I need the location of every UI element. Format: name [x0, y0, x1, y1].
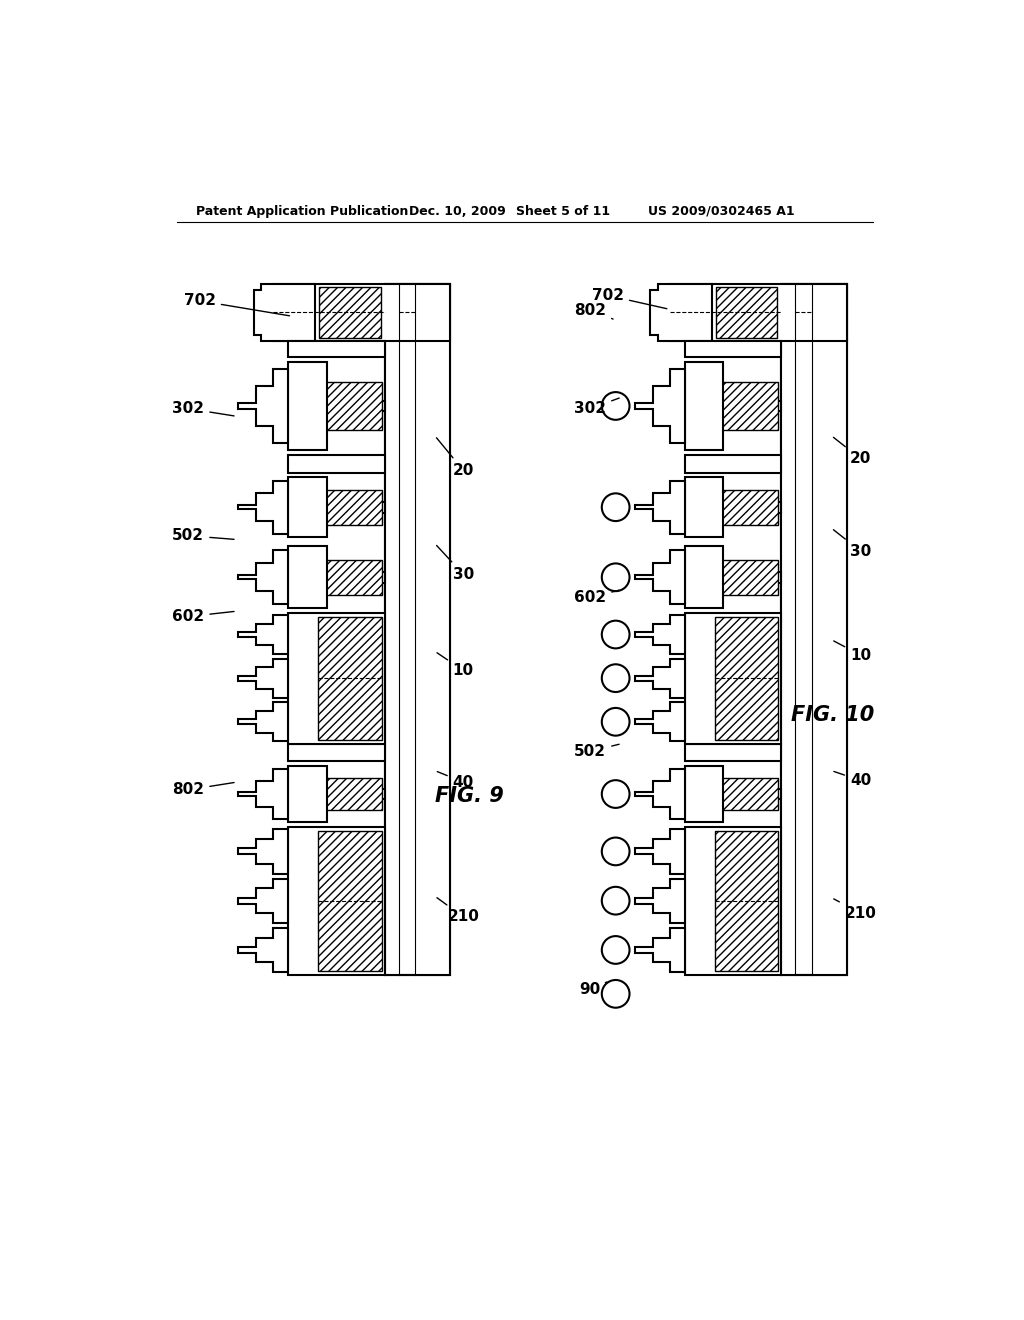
Bar [318, 616, 382, 739]
Bar [385, 284, 451, 974]
Polygon shape [239, 550, 289, 605]
Text: 10: 10 [437, 653, 474, 678]
Bar [685, 826, 781, 974]
Bar [685, 478, 724, 537]
Text: 30: 30 [834, 529, 871, 558]
Text: FIG. 9: FIG. 9 [435, 785, 504, 807]
Text: 702: 702 [184, 293, 290, 315]
Bar [715, 381, 778, 430]
Bar [715, 830, 778, 970]
Polygon shape [239, 829, 289, 874]
Text: 210: 210 [834, 899, 877, 920]
Text: 302: 302 [574, 399, 620, 416]
Polygon shape [635, 368, 685, 444]
Polygon shape [635, 615, 685, 655]
Bar [289, 478, 327, 537]
Text: Sheet 5 of 11: Sheet 5 of 11 [515, 205, 609, 218]
Bar [685, 400, 781, 412]
Text: FIG. 10: FIG. 10 [792, 705, 874, 725]
Polygon shape [635, 770, 685, 818]
Text: 502: 502 [172, 528, 234, 544]
Polygon shape [239, 879, 289, 923]
Bar [289, 341, 385, 358]
Polygon shape [239, 659, 289, 698]
Bar [685, 546, 724, 609]
Bar [685, 341, 781, 358]
Bar [289, 400, 385, 412]
Bar [781, 284, 847, 974]
Bar [289, 546, 327, 609]
Bar [781, 284, 795, 974]
Text: 702: 702 [592, 288, 667, 309]
Bar [685, 572, 781, 582]
Bar [273, 284, 451, 341]
Bar [670, 284, 847, 341]
Polygon shape [239, 770, 289, 818]
Polygon shape [635, 829, 685, 874]
Polygon shape [239, 615, 289, 655]
Bar [715, 490, 778, 524]
Bar [715, 616, 778, 739]
Polygon shape [635, 480, 685, 533]
Bar [289, 743, 385, 762]
Bar [318, 777, 382, 810]
Bar [716, 286, 777, 338]
Bar [715, 777, 778, 810]
Text: 802: 802 [574, 302, 613, 319]
Bar [289, 572, 385, 582]
Text: 802: 802 [172, 783, 234, 797]
Bar [318, 381, 382, 430]
Text: 20: 20 [834, 437, 871, 466]
Text: 40: 40 [834, 771, 871, 788]
Text: 210: 210 [437, 898, 479, 924]
Text: US 2009/0302465 A1: US 2009/0302465 A1 [648, 205, 795, 218]
Bar [289, 788, 385, 800]
Polygon shape [239, 702, 289, 742]
Text: Patent Application Publication: Patent Application Publication [196, 205, 409, 218]
Text: 30: 30 [436, 545, 474, 582]
Text: 502: 502 [574, 743, 620, 759]
Bar [385, 284, 398, 974]
Polygon shape [239, 368, 289, 444]
Bar [685, 455, 781, 473]
Bar [685, 362, 724, 450]
Polygon shape [635, 879, 685, 923]
Text: 602: 602 [574, 590, 620, 605]
Polygon shape [635, 659, 685, 698]
Text: 90: 90 [579, 982, 607, 998]
Bar [685, 502, 781, 512]
Polygon shape [635, 702, 685, 742]
Polygon shape [650, 284, 712, 341]
Bar [715, 560, 778, 595]
Polygon shape [635, 928, 685, 972]
Text: 602: 602 [172, 609, 234, 624]
Bar [289, 362, 327, 450]
Bar [416, 284, 451, 974]
Polygon shape [239, 480, 289, 533]
Bar [289, 612, 385, 743]
Bar [685, 743, 781, 762]
Bar [385, 284, 451, 974]
Text: 20: 20 [436, 438, 474, 478]
Bar [685, 788, 781, 800]
Bar [685, 766, 724, 822]
Bar [289, 455, 385, 473]
Text: Dec. 10, 2009: Dec. 10, 2009 [410, 205, 506, 218]
Bar [812, 284, 847, 974]
Bar [289, 766, 327, 822]
Bar [318, 830, 382, 970]
Bar [319, 286, 381, 338]
Bar [685, 612, 781, 743]
Bar [289, 826, 385, 974]
Bar [318, 490, 382, 524]
Polygon shape [254, 284, 315, 341]
Text: 40: 40 [437, 772, 474, 789]
Bar [289, 502, 385, 512]
Text: 302: 302 [172, 401, 234, 416]
Text: 10: 10 [834, 642, 871, 663]
Bar [781, 284, 847, 974]
Polygon shape [635, 550, 685, 605]
Bar [318, 560, 382, 595]
Polygon shape [239, 928, 289, 972]
